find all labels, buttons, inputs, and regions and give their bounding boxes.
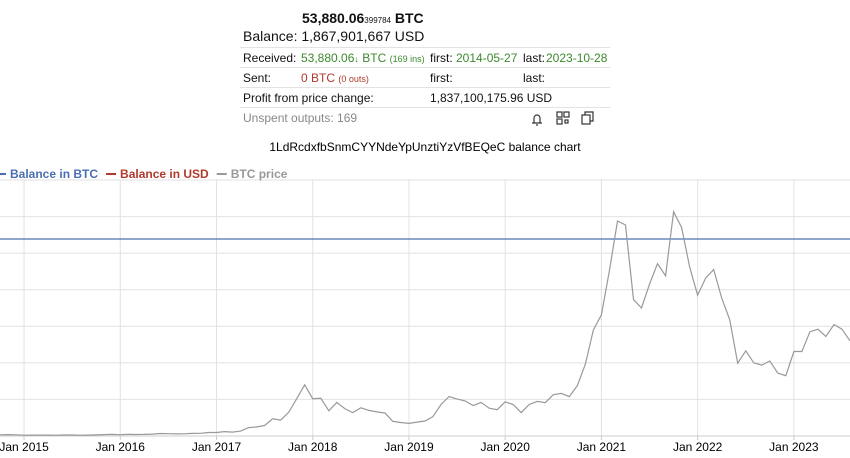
unit: BTC: [362, 51, 387, 65]
count: (169 ins): [389, 54, 425, 64]
amount: 53,880.06: [302, 10, 365, 26]
qr-icon[interactable]: [556, 111, 570, 125]
last-label: last:: [523, 71, 546, 85]
count: (0 outs): [338, 74, 369, 84]
x-tick-label: Jan 2019: [384, 440, 434, 454]
unspent: Unspent outputs: 169: [243, 111, 358, 125]
amount-line: 53,880.06399784 BTC: [302, 10, 424, 26]
x-tick-label: Jan 2018: [288, 440, 338, 454]
chart-title: 1LdRcdxfbSnmCYYNdeYpUnztiYzVfBEQeC balan…: [269, 140, 581, 154]
amount-extra: 399784: [364, 16, 391, 25]
label: Sent:: [243, 71, 272, 85]
last-date: 2023-10-28: [546, 51, 608, 65]
x-tick-label: Jan 2022: [673, 440, 723, 454]
balance-label: Balance:: [243, 28, 298, 44]
sent-amount: 0 BTC (0 outs): [301, 71, 369, 85]
x-tick-label: Jan 2015: [0, 440, 49, 454]
x-tick-label: Jan 2017: [192, 440, 242, 454]
icons: [532, 111, 594, 126]
legend-label: BTC price: [231, 167, 288, 181]
sent-row: Sent: 0 BTC (0 outs) first: last:: [240, 67, 610, 88]
x-tick-label: Jan 2020: [480, 440, 530, 454]
x-tick-label: Jan 2016: [96, 440, 146, 454]
copy-icon[interactable]: [581, 111, 594, 125]
legend-label: Balance in BTC: [10, 167, 98, 181]
amount: 0 BTC: [301, 71, 336, 85]
unspent-row: Unspent outputs: 169: [240, 107, 610, 130]
series-line: [0, 209, 850, 436]
first-label: first:: [430, 51, 453, 65]
amount-unit: BTC: [394, 10, 424, 26]
bell-icon[interactable]: [532, 114, 542, 126]
balance-line: Balance: 1,867,901,667 USD: [243, 28, 424, 44]
x-tick-label: Jan 2021: [577, 440, 627, 454]
received-amount: 53,880.06↓ BTC (169 ins): [301, 51, 425, 65]
arrow: ↓: [354, 54, 359, 64]
x-tick-label: Jan 2023: [769, 440, 819, 454]
last-label: last:: [523, 51, 546, 65]
amount: 53,880.06: [301, 51, 355, 65]
first-date: 2014-05-27: [456, 51, 518, 65]
first-label: first:: [430, 71, 453, 85]
legend-label: Balance in USD: [120, 167, 209, 181]
received-row: Received: 53,880.06↓ BTC (169 ins) first…: [240, 47, 610, 68]
label: Received:: [243, 51, 297, 65]
profit: 1,837,100,175.96 USD: [430, 91, 553, 105]
balance: 1,867,901,667 USD: [301, 28, 425, 44]
label: Profit from price change:: [243, 91, 374, 105]
profit-row: Profit from price change: 1,837,100,175.…: [240, 87, 610, 108]
